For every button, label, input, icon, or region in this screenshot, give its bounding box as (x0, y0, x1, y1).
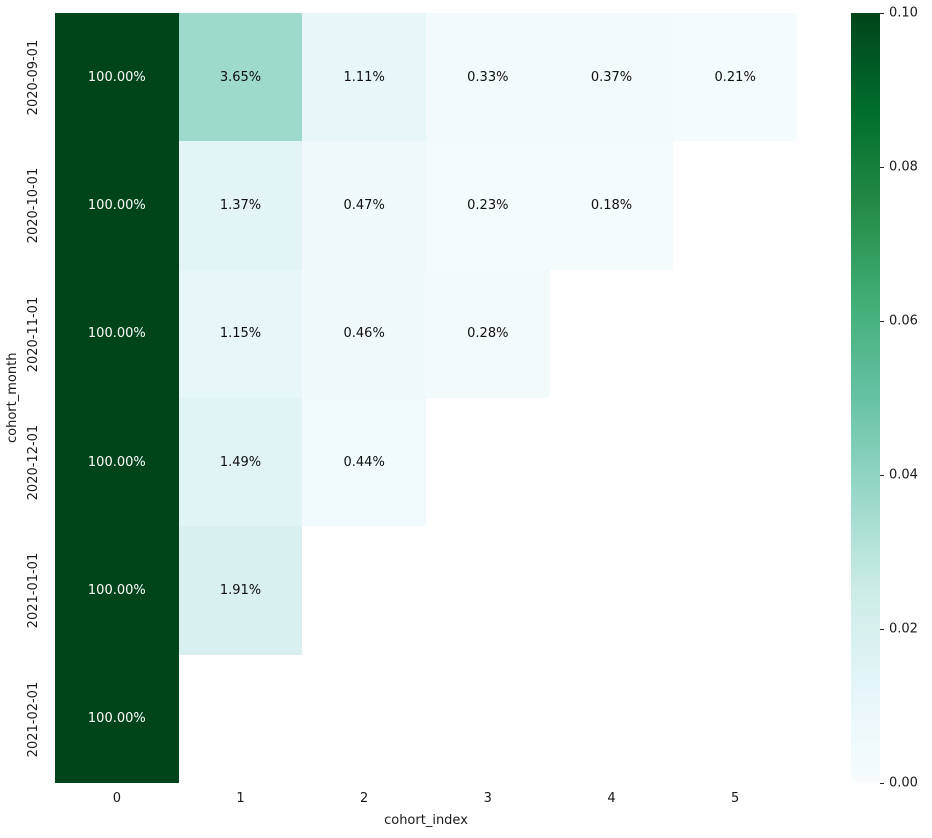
colorbar-tick-label: 0.10 (889, 5, 918, 21)
heatmap-cell (673, 398, 797, 526)
heatmap-plot-area: 100.00% 3.65% 1.11% 0.33% 0.37% 0.21% 100.00% 1… (55, 13, 797, 783)
heatmap-cell: 1.15% (178, 269, 303, 398)
heatmap-cell: 0.21% (673, 13, 797, 142)
x-tick-label: 0 (112, 791, 121, 806)
heatmap-cell: 0.44% (302, 397, 426, 527)
heatmap-cell: 3.65% (178, 13, 303, 142)
colorbar-tick-mark (880, 782, 884, 784)
heatmap-cell (550, 270, 674, 398)
heatmap-cell: 100.00% (55, 269, 179, 398)
heatmap-cell (426, 398, 550, 526)
colorbar-tick-label: 0.02 (889, 621, 918, 637)
y-tick-label: 2020-11-01 (26, 296, 41, 372)
heatmap-cell: 1.91% (178, 526, 303, 655)
heatmap-cell (673, 141, 797, 269)
colorbar (851, 12, 884, 784)
heatmap-cell (550, 655, 674, 783)
heatmap-cell: 0.33% (425, 13, 550, 142)
x-tick-label: 4 (607, 791, 616, 806)
y-axis-title: cohort_month (5, 352, 20, 444)
heatmap-cell (673, 270, 797, 398)
colorbar-tick-label: 0.00 (889, 775, 918, 791)
heatmap-cell: 0.37% (549, 13, 674, 142)
x-axis-title: cohort_index (384, 813, 468, 828)
colorbar-tick-mark (880, 474, 884, 476)
heatmap-cell: 0.47% (302, 141, 426, 270)
heatmap-cell: 100.00% (55, 397, 179, 527)
heatmap-cell: 0.23% (425, 141, 550, 270)
heatmap-cell (179, 655, 303, 783)
y-tick-label: 2021-02-01 (26, 681, 41, 757)
colorbar-tick-mark (880, 12, 884, 14)
heatmap-cell (426, 526, 550, 654)
colorbar-ticks: 0.10 0.08 0.06 0.04 0.02 0.00 (861, 6, 931, 791)
heatmap-cell (302, 526, 426, 654)
heatmap-cell: 100.00% (55, 13, 179, 142)
heatmap-cell: 0.18% (549, 141, 674, 270)
heatmap-cell: 100.00% (55, 526, 179, 655)
heatmap-cell (673, 655, 797, 783)
colorbar-tick-mark (880, 628, 884, 630)
y-tick-label: 2020-12-01 (26, 424, 41, 500)
heatmap-cell: 1.49% (178, 397, 303, 527)
heatmap-cell: 100.00% (55, 654, 179, 783)
colorbar-tick-label: 0.04 (889, 467, 918, 483)
heatmap-cell (302, 655, 426, 783)
x-tick-label: 5 (731, 791, 740, 806)
x-axis-ticks: 0 1 2 3 4 5 (55, 791, 797, 806)
heatmap-cell (426, 655, 550, 783)
y-tick-label: 2020-10-01 (26, 167, 41, 244)
y-tick-label: 2021-01-01 (26, 552, 41, 629)
x-tick-label: 1 (236, 791, 245, 806)
heatmap-cell: 0.46% (302, 269, 426, 398)
colorbar-tick-label: 0.06 (889, 313, 918, 329)
heatmap-cell: 1.11% (302, 13, 426, 142)
colorbar-tick-mark (880, 166, 884, 168)
heatmap-cell: 1.37% (178, 141, 303, 270)
x-tick-label: 3 (483, 791, 492, 806)
heatmap-cell: 0.28% (425, 269, 550, 398)
heatmap-cell (673, 526, 797, 654)
colorbar-tick-mark (880, 320, 884, 322)
heatmap-cell (550, 526, 674, 654)
colorbar-tick-label: 0.08 (889, 159, 918, 175)
heatmap-cell: 100.00% (55, 141, 179, 270)
y-tick-label: 2020-09-01 (26, 39, 41, 115)
x-tick-label: 2 (360, 791, 369, 806)
heatmap-cell (550, 398, 674, 526)
y-axis-ticks: 2020-09-01 2020-10-01 2020-11-01 2020-12-01… (26, 13, 44, 783)
